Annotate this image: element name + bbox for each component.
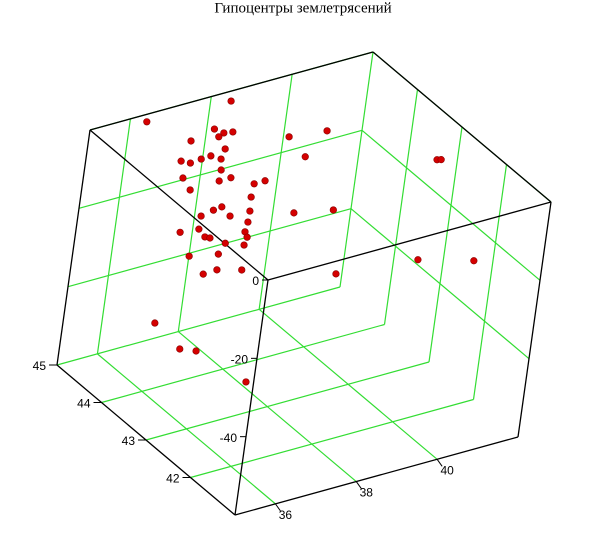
point (195, 225, 203, 233)
point (332, 270, 340, 278)
y-tick-label: 45 (33, 359, 47, 373)
y-tick-label: 42 (166, 472, 180, 486)
point (220, 129, 228, 137)
z-tick-label: 0 (252, 274, 259, 288)
point (242, 378, 250, 386)
grid-line (428, 126, 463, 363)
point (240, 241, 248, 249)
point (290, 209, 298, 217)
point (197, 155, 205, 163)
point (414, 256, 422, 264)
point (217, 166, 225, 174)
point (238, 266, 246, 274)
point (323, 127, 331, 135)
point (151, 319, 159, 327)
grid-line (258, 308, 438, 460)
point (186, 186, 194, 194)
x-tick-label: 40 (440, 463, 454, 477)
y-tick-label: 44 (77, 397, 91, 411)
point (229, 128, 237, 136)
box-edge (234, 436, 519, 516)
grid-line (56, 286, 341, 366)
point (215, 177, 223, 185)
tick-mark (436, 458, 443, 467)
point (247, 193, 255, 201)
box-edge (56, 129, 91, 366)
point (437, 156, 445, 164)
grid-line (177, 96, 212, 332)
point (227, 174, 235, 182)
point (186, 159, 194, 167)
point (197, 212, 205, 220)
grid-line (472, 164, 508, 400)
point (176, 228, 184, 236)
point (179, 174, 187, 182)
box-edge (89, 51, 374, 131)
point (218, 203, 226, 211)
point (213, 266, 221, 274)
point (143, 118, 151, 126)
point (192, 347, 200, 355)
point (206, 234, 214, 242)
grid-line (361, 129, 541, 281)
y-tick-label: 43 (122, 434, 136, 448)
grid-line (190, 398, 474, 479)
grid-line (383, 89, 419, 325)
point (227, 97, 235, 105)
box-edge (234, 279, 269, 516)
tick-mark (275, 503, 281, 512)
box-edge (372, 51, 552, 203)
grid-line (101, 323, 385, 404)
point (221, 145, 229, 153)
grid-line (67, 208, 352, 288)
grid-line (339, 51, 374, 288)
point (226, 212, 234, 220)
point (261, 177, 269, 185)
point (329, 206, 337, 214)
point (214, 250, 222, 258)
x-tick-label: 36 (279, 508, 293, 522)
point (221, 239, 229, 247)
chart-title: Гипоцентры землетрясений (214, 0, 391, 16)
z-tick-label: -40 (220, 431, 238, 445)
grid-line (97, 353, 276, 505)
point (215, 133, 223, 141)
grid-line (258, 74, 293, 310)
point (176, 345, 184, 353)
point (199, 270, 207, 278)
point (246, 207, 254, 215)
point (301, 153, 309, 161)
point (187, 137, 195, 145)
z-tick-label: -20 (231, 353, 249, 367)
box-edge (89, 129, 269, 281)
point (210, 125, 219, 133)
grid-line (350, 208, 530, 360)
x-tick-label: 38 (360, 486, 374, 500)
box-edge (267, 201, 552, 281)
point (177, 157, 185, 165)
point (470, 257, 478, 265)
grid-line (145, 361, 430, 441)
tick-mark (355, 481, 362, 489)
point (250, 180, 258, 188)
grid-line (177, 331, 357, 483)
point (244, 218, 252, 226)
point (285, 133, 293, 141)
box-edge (517, 201, 552, 438)
point (243, 233, 251, 241)
grid-line (96, 118, 132, 354)
point (185, 252, 193, 260)
point (207, 152, 215, 160)
point (209, 206, 218, 214)
point (217, 155, 225, 163)
